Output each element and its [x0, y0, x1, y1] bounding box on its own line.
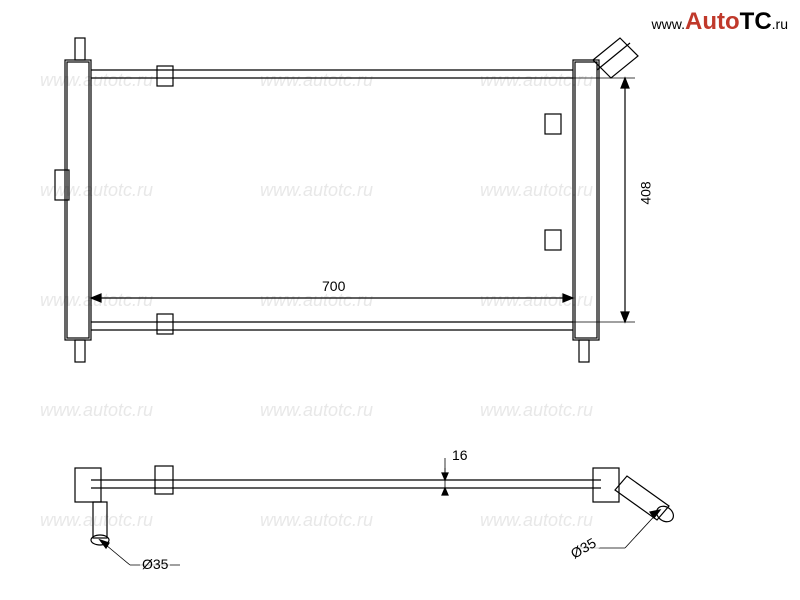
logo-prefix: www.	[652, 16, 685, 32]
dim-width: 700	[320, 278, 347, 294]
radiator-top-view	[45, 410, 745, 580]
logo-brand-a: Auto	[685, 8, 740, 35]
dim-height: 408	[638, 179, 654, 206]
site-logo: www.AutoTC.ru	[652, 8, 788, 36]
dim-dia-left: Ø35	[140, 556, 170, 572]
logo-suffix: .ru	[772, 16, 788, 32]
logo-brand-b: TC	[740, 8, 772, 35]
radiator-front-view	[45, 30, 665, 370]
dim-thickness: 16	[450, 447, 470, 463]
